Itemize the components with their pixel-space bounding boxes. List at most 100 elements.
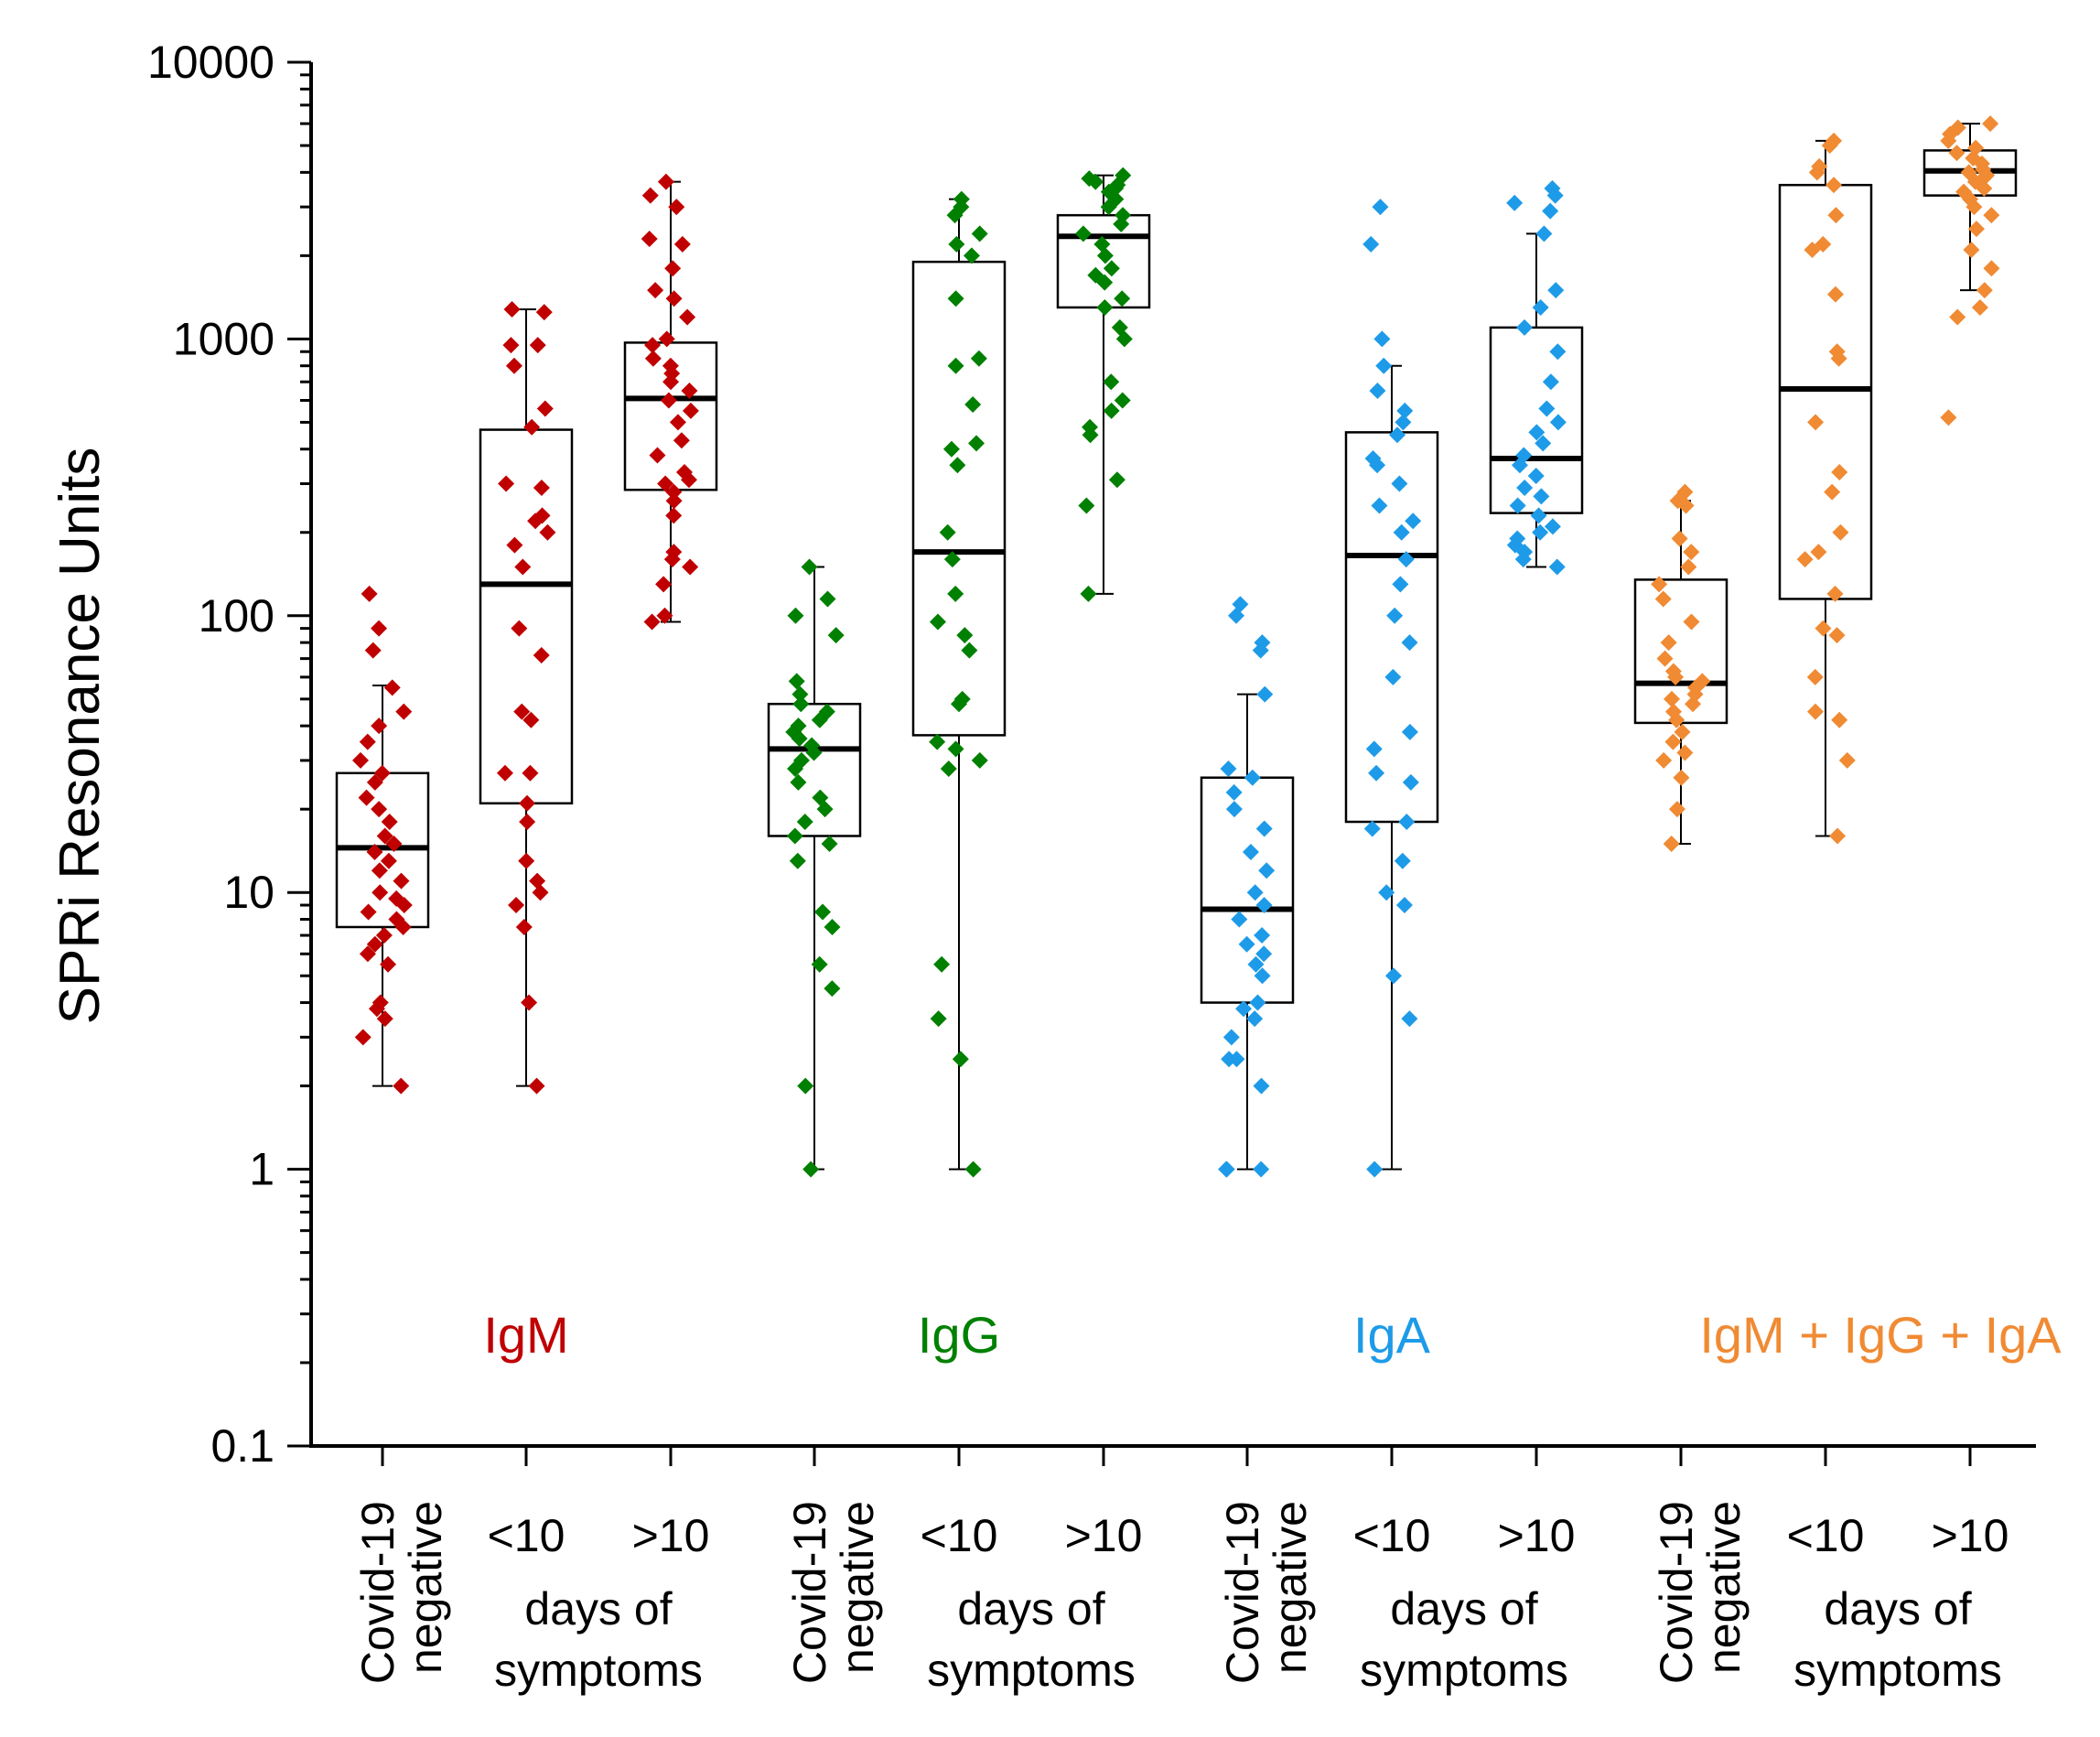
x-category-label: >10 bbox=[1932, 1510, 2009, 1561]
data-point bbox=[644, 337, 662, 354]
data-point bbox=[953, 190, 970, 208]
data-point bbox=[388, 890, 405, 907]
data-point bbox=[376, 827, 393, 845]
data-point bbox=[1838, 751, 1856, 769]
data-point bbox=[1654, 590, 1672, 608]
data-point bbox=[1087, 266, 1104, 284]
data-point bbox=[1096, 298, 1114, 316]
x-category-label: negative bbox=[1698, 1501, 1750, 1674]
data-point bbox=[1796, 551, 1814, 568]
data-point bbox=[1103, 373, 1120, 391]
data-point bbox=[1081, 170, 1098, 188]
data-point bbox=[503, 300, 521, 318]
data-point bbox=[682, 402, 699, 419]
data-point bbox=[949, 457, 966, 474]
x-category-label: Covid-19 bbox=[784, 1501, 835, 1684]
group-label: IgM bbox=[483, 1306, 568, 1364]
data-point bbox=[1242, 844, 1259, 861]
data-point bbox=[1983, 260, 2000, 277]
data-point bbox=[498, 475, 515, 492]
data-point bbox=[1509, 530, 1526, 547]
data-point bbox=[933, 955, 951, 973]
data-point bbox=[1254, 927, 1271, 944]
data-point bbox=[1815, 235, 1832, 253]
data-point bbox=[496, 764, 513, 782]
data-point bbox=[395, 703, 413, 720]
data-point bbox=[1396, 402, 1414, 419]
data-point bbox=[380, 955, 397, 973]
data-point bbox=[505, 357, 522, 374]
data-point bbox=[1515, 447, 1533, 464]
data-point bbox=[1386, 607, 1404, 624]
data-point bbox=[1831, 711, 1848, 728]
data-point bbox=[1815, 620, 1832, 637]
data-point bbox=[1096, 247, 1114, 264]
data-point bbox=[1668, 801, 1685, 818]
data-point bbox=[1366, 1160, 1384, 1178]
box bbox=[1344, 431, 1439, 824]
data-point bbox=[1371, 497, 1388, 514]
data-point bbox=[393, 872, 410, 890]
data-point bbox=[519, 814, 536, 831]
data-point bbox=[818, 703, 835, 720]
data-point bbox=[1664, 703, 1682, 720]
data-point bbox=[1254, 967, 1271, 985]
data-point bbox=[801, 558, 818, 576]
data-point bbox=[1392, 576, 1409, 593]
data-point bbox=[1651, 576, 1668, 593]
data-point bbox=[943, 551, 961, 568]
data-point bbox=[1683, 613, 1700, 631]
data-point bbox=[1395, 897, 1413, 914]
data-point bbox=[1235, 1000, 1253, 1018]
data-point bbox=[657, 173, 674, 190]
data-point bbox=[948, 235, 965, 253]
data-point bbox=[1389, 426, 1406, 444]
data-point bbox=[964, 395, 982, 413]
data-point bbox=[1829, 827, 1847, 845]
data-point bbox=[1683, 544, 1700, 561]
data-point bbox=[811, 955, 828, 973]
data-point bbox=[376, 1010, 393, 1028]
data-point bbox=[1111, 318, 1128, 336]
data-point bbox=[519, 794, 536, 812]
data-point bbox=[536, 400, 554, 417]
data-point bbox=[366, 773, 383, 791]
x-category-label: <10 bbox=[1353, 1510, 1431, 1561]
data-point bbox=[1982, 115, 1999, 133]
data-point bbox=[373, 764, 391, 782]
data-point bbox=[947, 740, 964, 758]
data-point bbox=[371, 801, 388, 818]
data-point bbox=[956, 627, 974, 644]
data-point bbox=[1082, 418, 1099, 436]
data-point bbox=[1253, 1077, 1270, 1095]
symptoms-label: symptoms bbox=[927, 1645, 1136, 1696]
data-point bbox=[1826, 286, 1844, 303]
data-point bbox=[1080, 585, 1097, 602]
days-of-label: days of bbox=[1390, 1583, 1537, 1635]
data-point bbox=[1542, 202, 1559, 220]
data-point bbox=[1398, 814, 1416, 831]
box bbox=[1200, 776, 1295, 1004]
symptoms-label: symptoms bbox=[494, 1645, 703, 1696]
data-point bbox=[947, 290, 964, 307]
data-point bbox=[1810, 544, 1827, 561]
data-point bbox=[352, 751, 370, 769]
data-point bbox=[647, 282, 664, 299]
data-point bbox=[1246, 1010, 1264, 1028]
data-point bbox=[1676, 483, 1694, 501]
data-point bbox=[802, 1160, 820, 1178]
data-point bbox=[358, 789, 375, 806]
data-point bbox=[511, 620, 528, 637]
data-point bbox=[1074, 225, 1092, 243]
data-point bbox=[1363, 820, 1381, 837]
data-point bbox=[1544, 518, 1561, 535]
data-point bbox=[513, 703, 531, 720]
labels: Covid-19 negative <10 >10 days of symptoms IgM… bbox=[352, 1306, 2062, 1696]
data-point bbox=[939, 523, 956, 541]
data-point bbox=[1108, 471, 1125, 489]
data-point bbox=[971, 751, 988, 769]
data-point bbox=[1549, 414, 1567, 431]
data-point bbox=[1378, 884, 1395, 901]
data-point bbox=[1401, 634, 1418, 652]
